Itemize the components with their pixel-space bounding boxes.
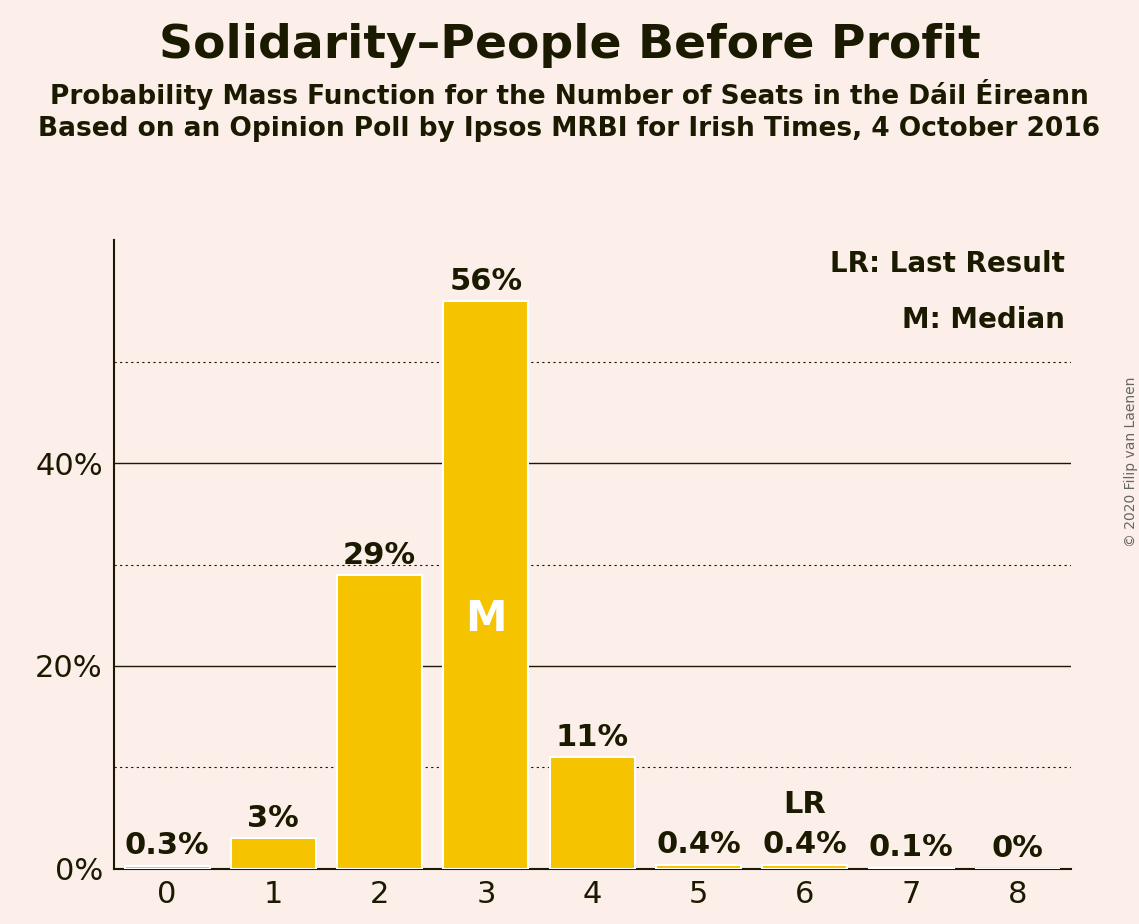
Bar	[337, 575, 423, 869]
Bar	[656, 865, 741, 869]
Text: 0.1%: 0.1%	[869, 833, 953, 862]
Bar	[443, 301, 528, 869]
Text: Probability Mass Function for the Number of Seats in the Dáil Éireann: Probability Mass Function for the Number…	[50, 79, 1089, 110]
Text: 0.4%: 0.4%	[656, 831, 741, 859]
Text: 0.3%: 0.3%	[125, 832, 210, 860]
Text: 11%: 11%	[556, 723, 629, 752]
Text: 3%: 3%	[247, 804, 300, 833]
Bar	[762, 865, 847, 869]
Bar	[550, 757, 634, 869]
Bar	[231, 838, 316, 869]
Text: LR: LR	[784, 790, 826, 819]
Bar	[869, 868, 953, 869]
Text: 0.4%: 0.4%	[762, 831, 847, 859]
Text: M: M	[465, 598, 507, 639]
Text: 0%: 0%	[992, 834, 1043, 864]
Text: Based on an Opinion Poll by Ipsos MRBI for Irish Times, 4 October 2016: Based on an Opinion Poll by Ipsos MRBI f…	[39, 116, 1100, 141]
Bar	[124, 866, 210, 869]
Text: 29%: 29%	[343, 541, 416, 569]
Text: LR: Last Result: LR: Last Result	[830, 250, 1065, 278]
Text: 56%: 56%	[450, 267, 523, 296]
Text: Solidarity–People Before Profit: Solidarity–People Before Profit	[158, 23, 981, 68]
Text: © 2020 Filip van Laenen: © 2020 Filip van Laenen	[1124, 377, 1138, 547]
Text: M: Median: M: Median	[902, 306, 1065, 334]
